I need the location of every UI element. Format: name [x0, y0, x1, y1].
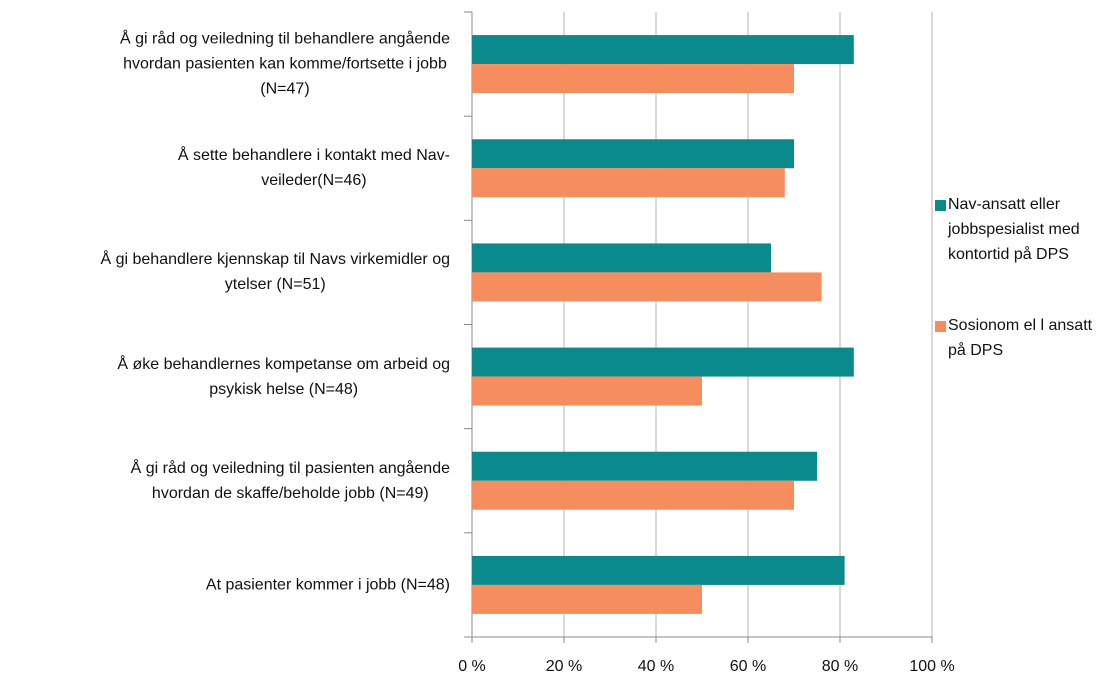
- bar: [472, 168, 785, 198]
- legend-swatch: [935, 321, 946, 332]
- x-tick-label: 80 %: [822, 658, 858, 675]
- bar: [472, 376, 702, 406]
- x-tick-label: 40 %: [638, 658, 674, 675]
- category-label: Å sette behandlere i kontakt med Nav- ve…: [177, 147, 450, 190]
- bar: [472, 584, 702, 614]
- bar: [472, 243, 771, 273]
- bar: [472, 64, 794, 94]
- bar: [472, 555, 845, 585]
- x-tick-label: 0 %: [458, 658, 486, 675]
- x-tick-label: 20 %: [546, 658, 582, 675]
- bar: [472, 451, 817, 481]
- bar: [472, 139, 794, 169]
- legend-swatch: [935, 200, 946, 211]
- bar: [472, 480, 794, 510]
- category-label: Å gi behandlere kjennskap til Navs virke…: [100, 251, 450, 294]
- legend-label: Sosionom el l ansatt på DPS: [948, 317, 1093, 359]
- x-tick-label: 100 %: [909, 658, 954, 675]
- x-tick-label: 60 %: [730, 658, 766, 675]
- bar: [472, 272, 822, 302]
- bar: [472, 35, 854, 65]
- bar: [472, 347, 854, 377]
- category-label: Å øke behandlernes kompetanse om arbeid …: [117, 355, 450, 398]
- category-label: Å gi råd og veiledning til pasienten ang…: [130, 459, 450, 502]
- category-label: Å gi råd og veiledning til behandlere an…: [119, 30, 450, 98]
- legend-label: Nav-ansatt eller jobbspesialist med kont…: [948, 196, 1080, 263]
- category-label: At pasienter kommer i jobb (N=48): [205, 576, 450, 594]
